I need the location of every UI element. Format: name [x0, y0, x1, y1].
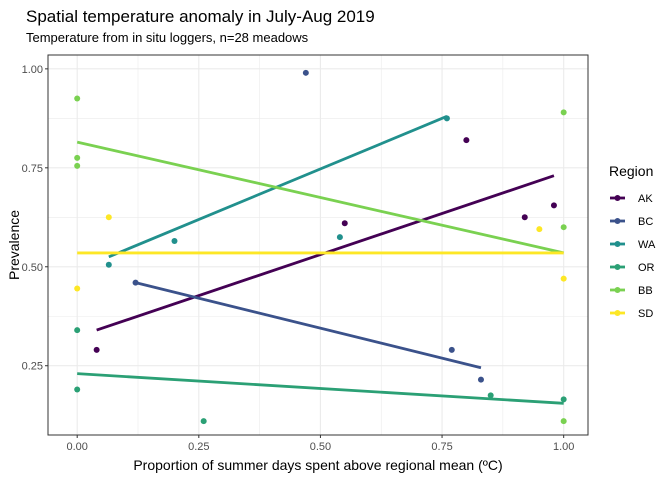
point-ak — [93, 346, 100, 353]
point-bc — [132, 279, 139, 286]
point-ak — [521, 214, 528, 221]
point-wa — [105, 261, 112, 268]
point-bc — [302, 69, 309, 76]
point-or — [74, 386, 81, 393]
x-tick-label: 0.25 — [188, 441, 209, 453]
chart-subtitle: Temperature from in situ loggers, n=28 m… — [26, 30, 309, 45]
legend-key-point — [614, 264, 621, 270]
fit-line-or — [77, 372, 564, 405]
point-sd — [560, 275, 567, 282]
y-tick-label: 0.50 — [22, 262, 43, 274]
legend-label: BC — [638, 216, 653, 228]
plot-border — [47, 54, 589, 436]
point-or — [560, 396, 567, 403]
legend-label: OR — [638, 262, 655, 274]
x-tick-label: 0.00 — [66, 441, 87, 453]
legend-key-point — [614, 241, 621, 247]
point-or — [487, 392, 494, 399]
fit-line-bb — [76, 140, 564, 255]
legend-item-bc: BC — [610, 216, 653, 228]
legend-label: WA — [638, 239, 656, 251]
x-tick-label: 1.00 — [553, 441, 574, 453]
point-bb — [560, 418, 567, 425]
point-bb — [74, 95, 81, 102]
legend-key-point — [614, 287, 621, 293]
grid-lines — [48, 55, 588, 435]
point-or — [200, 418, 207, 425]
legend-key-point — [614, 195, 621, 201]
legend-label: BB — [638, 285, 653, 297]
legend-item-wa: WA — [610, 239, 656, 251]
y-tick-label: 0.75 — [22, 163, 43, 175]
fit-lines — [76, 115, 564, 405]
data-points — [74, 69, 567, 425]
legend: Region AK BC WA OR BB SD — [609, 163, 656, 320]
x-axis-label: Proportion of summer days spent above re… — [133, 457, 502, 473]
point-bb — [74, 154, 81, 161]
point-bc — [477, 376, 484, 383]
fit-line-bc — [135, 281, 482, 370]
point-wa — [171, 238, 178, 245]
point-or — [74, 327, 81, 334]
y-axis-label: Prevalence — [6, 210, 22, 280]
point-bb — [560, 224, 567, 231]
legend-key-point — [614, 310, 621, 316]
x-tick-label: 0.75 — [431, 441, 452, 453]
point-bb — [74, 162, 81, 169]
point-ak — [550, 202, 557, 209]
legend-label: SD — [638, 308, 653, 320]
point-sd — [536, 226, 543, 233]
point-sd — [74, 285, 81, 292]
axis-ticks: 0.00 0.25 0.50 0.75 1.00 0.25 0.50 0.75 1.00 — [22, 64, 575, 453]
point-wa — [336, 234, 343, 241]
point-wa — [443, 115, 450, 122]
y-tick-label: 1.00 — [22, 64, 43, 76]
point-ak — [341, 220, 348, 227]
legend-key-point — [614, 218, 621, 224]
y-tick-label: 0.25 — [22, 361, 43, 373]
point-sd — [105, 214, 112, 221]
point-bb — [560, 109, 567, 116]
point-bc — [448, 346, 455, 353]
x-tick-label: 0.50 — [310, 441, 331, 453]
legend-title: Region — [609, 163, 653, 179]
chart-title: Spatial temperature anomaly in July-Aug … — [26, 7, 375, 26]
legend-item-ak: AK — [610, 193, 653, 205]
legend-item-sd: SD — [610, 308, 653, 320]
legend-label: AK — [638, 193, 653, 205]
legend-item-or: OR — [610, 262, 655, 274]
point-ak — [463, 137, 470, 144]
legend-item-bb: BB — [610, 285, 653, 297]
